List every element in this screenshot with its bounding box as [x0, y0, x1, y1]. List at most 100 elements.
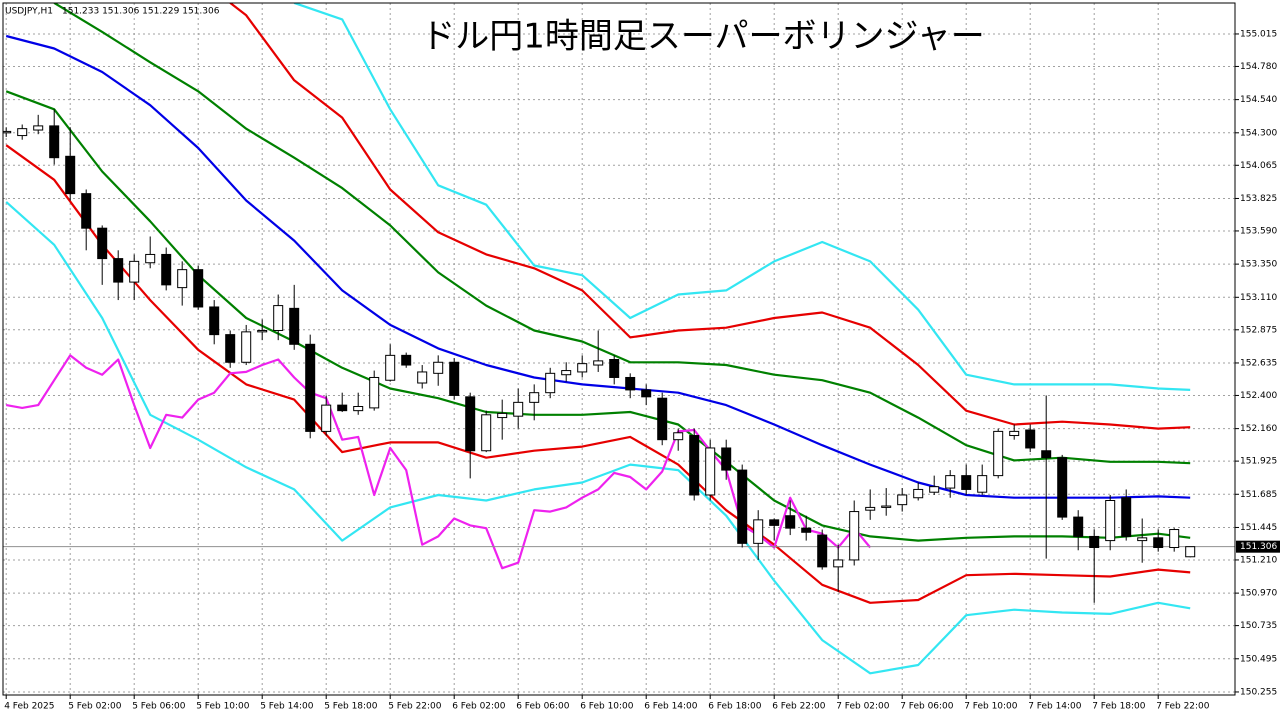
y-tick-label: 150.255	[1240, 687, 1277, 697]
candle-body	[337, 404, 348, 412]
candle-body	[785, 515, 796, 529]
candle-body	[273, 305, 284, 331]
indicator-lines	[3, 3, 1235, 675]
candle-body	[977, 475, 988, 493]
candle-body	[737, 469, 748, 544]
candle-body	[177, 269, 188, 289]
candle-body	[961, 475, 972, 490]
candle-body	[721, 447, 732, 471]
y-tick-label: 155.015	[1240, 29, 1277, 39]
candle-body	[353, 406, 364, 412]
candle-body	[945, 475, 956, 489]
last-price-box	[1236, 540, 1280, 553]
symbol-label: USDJPY,H1	[5, 7, 53, 17]
candle-body	[305, 343, 316, 432]
chart-title: ドル円1時間足スーパーボリンジャー	[421, 17, 985, 57]
x-tick-label: 4 Feb 2025	[4, 702, 54, 712]
candle-body	[417, 371, 428, 384]
last-price-label: 151.306	[1240, 542, 1277, 552]
y-tick-label: 152.400	[1240, 391, 1277, 401]
x-tick-label: 7 Feb 06:00	[900, 702, 954, 712]
candle-body	[1073, 516, 1084, 537]
candle-body	[321, 404, 332, 432]
candle-body	[1057, 457, 1068, 518]
candle-body	[529, 392, 540, 403]
x-tick-label: 5 Feb 10:00	[196, 702, 250, 712]
candle-body	[705, 447, 716, 496]
candles	[3, 109, 1196, 603]
candle-body	[817, 534, 828, 568]
indicator-line	[229, 3, 1191, 430]
y-tick-label: 152.875	[1240, 325, 1277, 335]
x-tick-label: 6 Feb 22:00	[772, 702, 826, 712]
candle-body	[433, 361, 444, 374]
candle-body	[897, 494, 908, 506]
candle-body	[753, 519, 764, 544]
candle-body	[1153, 537, 1164, 549]
candle-body	[1137, 537, 1148, 542]
candle-body	[561, 370, 572, 376]
ohlc-label: 151.233 151.306 151.229 151.306	[62, 7, 220, 17]
candle-body	[81, 193, 92, 229]
indicator-line	[53, 3, 1191, 465]
candle-body	[833, 559, 844, 568]
x-tick-label: 7 Feb 02:00	[836, 702, 890, 712]
y-tick-label: 153.825	[1240, 194, 1277, 204]
candle-body	[913, 488, 924, 499]
y-tick-label: 152.160	[1240, 424, 1277, 434]
candle-body	[769, 519, 780, 526]
y-tick-label: 151.685	[1240, 490, 1277, 500]
indicator-line	[5, 34, 1191, 499]
candle-body	[1025, 429, 1036, 449]
axes: 155.015 154.780 154.540 154.300 154.065 153.8…	[4, 29, 1280, 712]
candle-body	[385, 354, 396, 381]
candle-body	[369, 376, 380, 409]
candle-body	[1041, 450, 1052, 459]
candle-body	[145, 253, 156, 264]
candle-body	[33, 125, 44, 131]
x-tick-label: 7 Feb 14:00	[1028, 702, 1082, 712]
x-tick-label: 6 Feb 02:00	[452, 702, 506, 712]
y-tick-label: 151.925	[1240, 457, 1277, 467]
candle-body	[641, 389, 652, 398]
candle-body	[673, 432, 684, 441]
y-tick-label: 151.445	[1240, 523, 1277, 533]
candle-body	[1105, 500, 1116, 542]
candle-body	[513, 401, 524, 417]
y-tick-label: 150.970	[1240, 589, 1277, 599]
candle-body	[465, 396, 476, 452]
x-tick-label: 5 Feb 02:00	[68, 702, 122, 712]
candle-body	[497, 412, 508, 419]
candle-body	[993, 430, 1004, 477]
y-tick-label: 150.735	[1240, 621, 1277, 631]
x-tick-label: 7 Feb 22:00	[1156, 702, 1210, 712]
y-tick-label: 153.110	[1240, 293, 1277, 303]
candle-body	[481, 414, 492, 452]
candle-body	[17, 128, 28, 137]
candle-body	[1009, 430, 1020, 437]
x-tick-label: 5 Feb 06:00	[132, 702, 186, 712]
candle-body	[545, 372, 556, 394]
x-tick-label: 6 Feb 14:00	[644, 702, 698, 712]
indicator-line	[5, 144, 1191, 604]
indicator-line	[5, 201, 1191, 675]
candle-body	[593, 360, 604, 366]
candle-body	[849, 511, 860, 561]
candle-body	[65, 155, 76, 195]
candle-body	[865, 506, 876, 511]
candle-body	[689, 435, 700, 496]
y-tick-label: 152.635	[1240, 358, 1277, 368]
candle-body	[801, 527, 812, 533]
y-tick-label: 154.780	[1240, 62, 1277, 72]
x-tick-label: 5 Feb 18:00	[324, 702, 378, 712]
y-tick-label: 153.350	[1240, 260, 1277, 270]
candle-body	[241, 331, 252, 363]
candle-body	[929, 486, 940, 493]
y-tick-label: 154.065	[1240, 161, 1277, 171]
x-tick-label: 6 Feb 10:00	[580, 702, 634, 712]
candle-body	[209, 306, 220, 336]
x-tick-label: 5 Feb 22:00	[388, 702, 442, 712]
candle-body	[193, 269, 204, 308]
candle-body	[609, 359, 620, 378]
